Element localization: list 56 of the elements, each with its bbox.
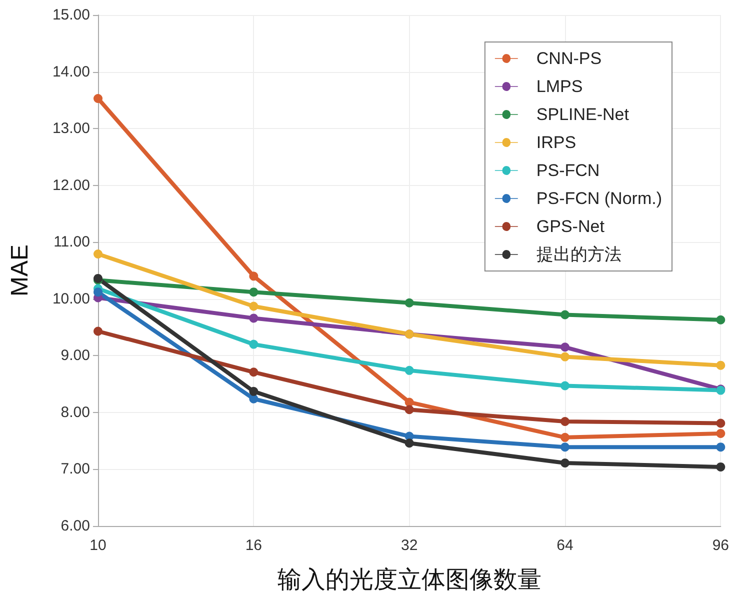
point bbox=[249, 386, 258, 396]
legend-label: CNN-PS bbox=[536, 49, 602, 68]
legend-label: GPS-Net bbox=[536, 217, 605, 236]
y-tick-label: 10.00 bbox=[52, 290, 90, 308]
y-tick-label: 15.00 bbox=[52, 6, 90, 24]
point bbox=[249, 288, 258, 297]
legend-label: PS-FCN bbox=[536, 161, 600, 180]
point bbox=[560, 381, 570, 390]
point bbox=[249, 394, 258, 404]
y-tick-label: 8.00 bbox=[60, 404, 90, 421]
x-tick-label: 32 bbox=[400, 537, 418, 554]
point bbox=[560, 458, 570, 468]
x-tick-label: 96 bbox=[712, 537, 729, 554]
y-tick-label: 13.00 bbox=[52, 120, 90, 138]
point bbox=[560, 352, 570, 362]
point bbox=[404, 438, 414, 448]
point bbox=[560, 432, 570, 442]
point bbox=[249, 302, 258, 311]
point bbox=[94, 288, 102, 297]
point bbox=[716, 442, 726, 452]
legend-label: IRPS bbox=[536, 133, 576, 152]
point bbox=[560, 310, 570, 320]
point bbox=[404, 405, 414, 414]
x-axis-title: 输入的光度立体图像数量 bbox=[277, 566, 542, 594]
point bbox=[560, 417, 570, 426]
x-tick-label: 10 bbox=[90, 537, 106, 554]
point bbox=[404, 366, 414, 375]
point bbox=[716, 418, 726, 428]
x-tick-label: 64 bbox=[556, 537, 574, 554]
point bbox=[716, 315, 726, 324]
legend-label: PS-FCN (Norm.) bbox=[536, 189, 662, 208]
point bbox=[249, 340, 258, 349]
y-tick-label: 7.00 bbox=[60, 460, 90, 478]
y-tick-label: 12.00 bbox=[52, 176, 90, 194]
legend-label: LMPS bbox=[536, 77, 583, 96]
point bbox=[94, 94, 102, 103]
point bbox=[404, 398, 414, 407]
y-tick-label: 6.00 bbox=[60, 518, 90, 534]
point bbox=[249, 368, 258, 377]
point bbox=[716, 462, 726, 472]
point bbox=[404, 298, 414, 308]
point bbox=[560, 442, 570, 452]
point bbox=[94, 326, 102, 336]
legend-label: 提出的方法 bbox=[536, 245, 622, 264]
point bbox=[716, 428, 726, 438]
point bbox=[560, 342, 570, 352]
y-axis-title: MAE bbox=[6, 244, 34, 297]
x-tick-label: 16 bbox=[245, 537, 262, 554]
point bbox=[249, 272, 258, 281]
legend-label: SPLINE-Net bbox=[536, 105, 630, 124]
y-tick-label: 11.00 bbox=[54, 234, 90, 251]
point bbox=[249, 314, 258, 323]
y-tick-label: 9.00 bbox=[60, 347, 90, 364]
point bbox=[94, 250, 102, 259]
point bbox=[716, 360, 726, 370]
y-tick-label: 14.00 bbox=[52, 63, 90, 80]
